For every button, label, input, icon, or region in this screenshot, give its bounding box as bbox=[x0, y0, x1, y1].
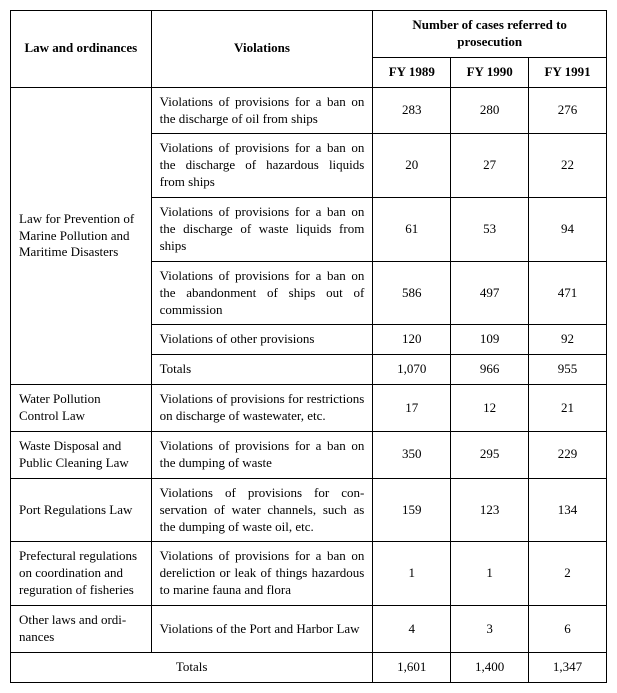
law-cell: Waste Disposal and Public Cleaning Law bbox=[11, 432, 152, 479]
value-cell: 955 bbox=[529, 355, 607, 385]
value-cell: 92 bbox=[529, 325, 607, 355]
value-cell: 280 bbox=[451, 87, 529, 134]
value-cell: 123 bbox=[451, 478, 529, 542]
value-cell: 120 bbox=[373, 325, 451, 355]
value-cell: 4 bbox=[373, 606, 451, 653]
value-cell: 12 bbox=[451, 385, 529, 432]
value-cell: 109 bbox=[451, 325, 529, 355]
grand-totals-label: Totals bbox=[11, 652, 373, 682]
header-fy1990: FY 1990 bbox=[451, 57, 529, 87]
prosecution-table: Law and ordinances Violations Number of … bbox=[10, 10, 607, 683]
header-violations: Violations bbox=[151, 11, 373, 88]
table-row: Law for Prevention of Marine Pollution a… bbox=[11, 87, 607, 134]
violation-cell: Violations of provisions for a ban on th… bbox=[151, 87, 373, 134]
value-cell: 497 bbox=[451, 261, 529, 325]
value-cell: 229 bbox=[529, 432, 607, 479]
header-fy1989: FY 1989 bbox=[373, 57, 451, 87]
value-cell: 94 bbox=[529, 198, 607, 262]
violation-cell: Violations of provisions for con­servati… bbox=[151, 478, 373, 542]
law-cell: Prefectural regula­tions on coordina­tio… bbox=[11, 542, 152, 606]
value-cell: 1 bbox=[373, 542, 451, 606]
value-cell: 27 bbox=[451, 134, 529, 198]
violation-cell: Violations of provisions for a ban on th… bbox=[151, 432, 373, 479]
value-cell: 2 bbox=[529, 542, 607, 606]
value-cell: 350 bbox=[373, 432, 451, 479]
violation-cell: Violations of provisions for a ban on th… bbox=[151, 261, 373, 325]
table-row: Other laws and ordi­nancesViolations of … bbox=[11, 606, 607, 653]
value-cell: 3 bbox=[451, 606, 529, 653]
header-cases-group: Number of cases referred to prosecution bbox=[373, 11, 607, 58]
violation-cell: Violations of the Port and Har­bor Law bbox=[151, 606, 373, 653]
violation-cell: Totals bbox=[151, 355, 373, 385]
header-fy1991: FY 1991 bbox=[529, 57, 607, 87]
grand-totals-1989: 1,601 bbox=[373, 652, 451, 682]
value-cell: 471 bbox=[529, 261, 607, 325]
table-row: Port Regulations LawViolations of provis… bbox=[11, 478, 607, 542]
grand-totals-row: Totals 1,601 1,400 1,347 bbox=[11, 652, 607, 682]
law-cell: Law for Prevention of Marine Pollution a… bbox=[11, 87, 152, 385]
law-cell: Water Pollution Control Law bbox=[11, 385, 152, 432]
value-cell: 17 bbox=[373, 385, 451, 432]
value-cell: 20 bbox=[373, 134, 451, 198]
header-law: Law and ordinances bbox=[11, 11, 152, 88]
table-row: Water Pollution Control LawViolations of… bbox=[11, 385, 607, 432]
value-cell: 22 bbox=[529, 134, 607, 198]
value-cell: 586 bbox=[373, 261, 451, 325]
violation-cell: Violations of provisions for restriction… bbox=[151, 385, 373, 432]
value-cell: 1 bbox=[451, 542, 529, 606]
value-cell: 21 bbox=[529, 385, 607, 432]
violation-cell: Violations of provisions for a ban on th… bbox=[151, 198, 373, 262]
value-cell: 1,070 bbox=[373, 355, 451, 385]
value-cell: 61 bbox=[373, 198, 451, 262]
grand-totals-1991: 1,347 bbox=[529, 652, 607, 682]
violation-cell: Violations of provisions for a ban on th… bbox=[151, 134, 373, 198]
value-cell: 295 bbox=[451, 432, 529, 479]
grand-totals-1990: 1,400 bbox=[451, 652, 529, 682]
value-cell: 159 bbox=[373, 478, 451, 542]
value-cell: 283 bbox=[373, 87, 451, 134]
law-cell: Other laws and ordi­nances bbox=[11, 606, 152, 653]
value-cell: 966 bbox=[451, 355, 529, 385]
table-row: Prefectural regula­tions on coordina­tio… bbox=[11, 542, 607, 606]
value-cell: 134 bbox=[529, 478, 607, 542]
violation-cell: Violations of other provisions bbox=[151, 325, 373, 355]
violation-cell: Violations of provisions for a ban on de… bbox=[151, 542, 373, 606]
value-cell: 53 bbox=[451, 198, 529, 262]
table-body: Law for Prevention of Marine Pollution a… bbox=[11, 87, 607, 652]
table-row: Waste Disposal and Public Cleaning LawVi… bbox=[11, 432, 607, 479]
value-cell: 276 bbox=[529, 87, 607, 134]
law-cell: Port Regulations Law bbox=[11, 478, 152, 542]
value-cell: 6 bbox=[529, 606, 607, 653]
